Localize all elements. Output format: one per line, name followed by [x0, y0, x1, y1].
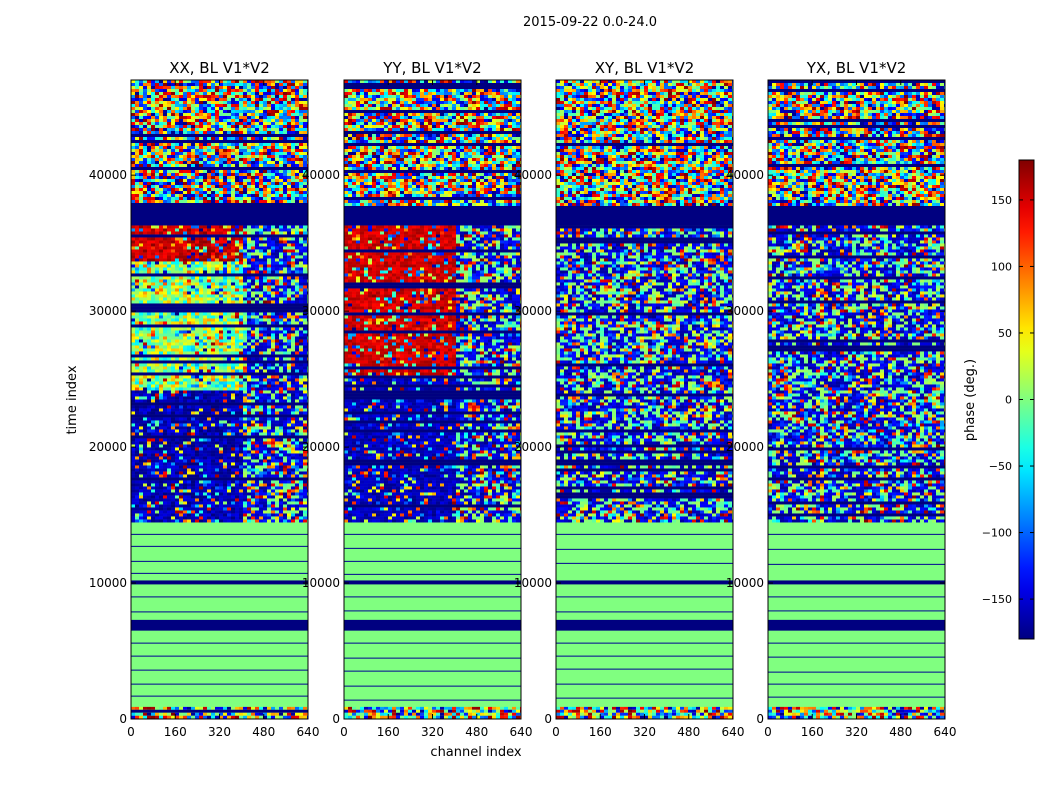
y-tick-label: 10000 [302, 576, 340, 590]
x-tick-label: 480 [252, 725, 275, 739]
panel-title: XX, BL V1*V2 [169, 59, 270, 77]
y-tick-label: 30000 [514, 304, 552, 318]
panel-2: XY, BL V1*V2 0 160 320 480 640 0 10000 20000 3000… [514, 59, 745, 739]
panel-1: YY, BL V1*V2 0 160 320 480 640 0 10000 20000 3000… [302, 59, 533, 739]
colorbar-tick-label: −100 [982, 527, 1012, 540]
y-tick-label: 0 [544, 712, 552, 726]
x-tick-label: 160 [377, 725, 400, 739]
panels-group: XX, BL V1*V2 0 160 320 480 640 0 10000 20000 3000… [89, 59, 957, 739]
x-tick-label: 160 [589, 725, 612, 739]
colorbar: 150 100 50 0 −50 −100 −150 [982, 159, 1035, 640]
x-tick-label: 480 [889, 725, 912, 739]
x-tick-label: 320 [421, 725, 444, 739]
x-tick-label: 320 [845, 725, 868, 739]
x-tick-label: 160 [164, 725, 187, 739]
colorbar-tick-label: 0 [1005, 394, 1012, 407]
panel-title: YX, BL V1*V2 [806, 59, 907, 77]
x-tick-label: 320 [208, 725, 231, 739]
panel-title: YY, BL V1*V2 [382, 59, 481, 77]
x-tick-label: 640 [297, 725, 320, 739]
y-tick-label: 20000 [726, 440, 764, 454]
y-tick-label: 40000 [514, 168, 552, 182]
y-tick-label: 0 [119, 712, 127, 726]
heatmap-image [556, 80, 733, 719]
y-tick-label: 30000 [89, 304, 127, 318]
colorbar-tick-label: 100 [991, 260, 1012, 273]
heatmap-image [344, 80, 521, 719]
panel-3: YX, BL V1*V2 0 160 320 480 640 0 10000 20000 3000… [726, 59, 957, 739]
x-tick-label: 640 [722, 725, 745, 739]
x-tick-label: 640 [510, 725, 533, 739]
colorbar-tick-label: 150 [991, 194, 1012, 207]
heatmap-image [768, 80, 945, 719]
y-tick-label: 30000 [302, 304, 340, 318]
x-tick-label: 0 [552, 725, 560, 739]
y-tick-label: 0 [756, 712, 764, 726]
x-tick-label: 160 [801, 725, 824, 739]
heatmap-image [131, 80, 308, 719]
y-tick-label: 40000 [726, 168, 764, 182]
y-tick-label: 0 [332, 712, 340, 726]
y-tick-label: 10000 [89, 576, 127, 590]
y-tick-label: 40000 [302, 168, 340, 182]
y-tick-label: 10000 [726, 576, 764, 590]
y-axis-label: time index [65, 365, 80, 434]
colorbar-label: phase (deg.) [963, 359, 978, 441]
y-tick-label: 30000 [726, 304, 764, 318]
x-tick-label: 0 [764, 725, 772, 739]
y-tick-label: 20000 [89, 440, 127, 454]
x-tick-label: 640 [934, 725, 957, 739]
x-tick-label: 480 [465, 725, 488, 739]
x-tick-label: 0 [127, 725, 135, 739]
x-axis-label: channel index [430, 745, 521, 760]
figure-title: 2015-09-22 0.0-24.0 [523, 15, 657, 30]
y-tick-label: 20000 [514, 440, 552, 454]
y-tick-label: 40000 [89, 168, 127, 182]
colorbar-tick-label: −150 [982, 593, 1012, 606]
y-tick-label: 10000 [514, 576, 552, 590]
x-tick-label: 320 [633, 725, 656, 739]
y-tick-label: 20000 [302, 440, 340, 454]
x-tick-label: 480 [677, 725, 700, 739]
panel-0: XX, BL V1*V2 0 160 320 480 640 0 10000 20000 3000… [89, 59, 320, 739]
colorbar-tick-label: −50 [989, 460, 1012, 473]
panel-title: XY, BL V1*V2 [595, 59, 695, 77]
colorbar-tick-label: 50 [998, 327, 1012, 340]
x-tick-label: 0 [340, 725, 348, 739]
